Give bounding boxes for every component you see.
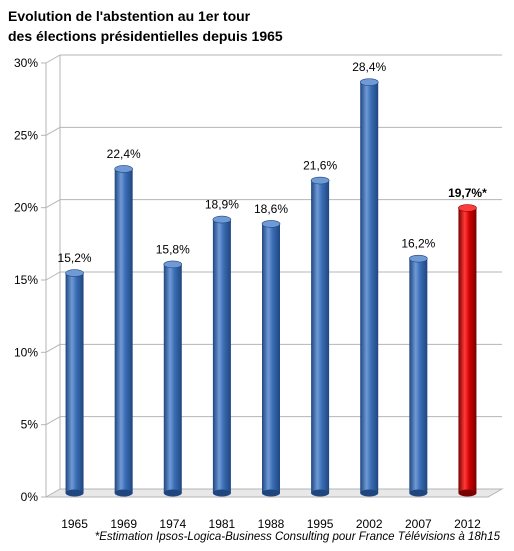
- bar-1974: [163, 260, 183, 497]
- bar-body: [163, 264, 182, 493]
- bar-base: [311, 489, 330, 497]
- bar-body: [458, 208, 477, 494]
- x-tick-label: 1981: [209, 517, 236, 531]
- y-tick-label: 10%: [14, 345, 38, 359]
- bar-cap: [65, 269, 84, 277]
- gridline-side: [45, 271, 61, 281]
- data-label: 22,4%: [107, 147, 141, 161]
- bar-cap: [261, 220, 281, 228]
- data-label: 15,8%: [156, 242, 190, 256]
- bar-1965: [65, 269, 84, 497]
- data-label: 19,7%*: [448, 186, 487, 200]
- gridline-side: [45, 54, 61, 64]
- bar-1981: [212, 215, 232, 497]
- bar-body: [65, 273, 84, 493]
- data-label: 16,2%: [401, 237, 435, 251]
- y-tick-label: 15%: [14, 273, 38, 287]
- x-tick-label: 1995: [307, 517, 334, 531]
- bar-cap: [310, 176, 330, 185]
- bar-body: [360, 82, 379, 493]
- bar-cap: [458, 204, 477, 212]
- bar-cap: [359, 78, 379, 86]
- x-tick-label: 2007: [405, 517, 432, 531]
- x-tick-label: 1988: [258, 517, 285, 531]
- bar-body: [114, 168, 133, 494]
- data-label: 18,9%: [205, 198, 239, 212]
- bar-body: [262, 223, 280, 494]
- y-tick-label: 25%: [14, 128, 38, 142]
- y-tick-label: 20%: [14, 201, 38, 215]
- gridline-side: [45, 199, 61, 209]
- x-tick-label: 1969: [110, 517, 137, 531]
- gridline-side: [45, 343, 61, 353]
- bar-base: [114, 489, 133, 497]
- bar-base: [163, 489, 182, 497]
- bar-body: [311, 180, 330, 493]
- bar-base: [458, 489, 477, 497]
- data-label: 15,2%: [58, 251, 92, 265]
- gridline-side: [45, 416, 61, 426]
- bar-body: [409, 258, 428, 493]
- bar-base: [212, 489, 231, 497]
- bar-2002: [359, 78, 379, 497]
- x-tick-label: 1965: [61, 517, 88, 531]
- data-label: 21,6%: [303, 159, 337, 173]
- bar-1988: [261, 220, 281, 497]
- bar-cap: [163, 260, 183, 269]
- bar-cap: [409, 254, 428, 263]
- bar-base: [65, 489, 84, 497]
- bar-base: [409, 489, 428, 497]
- bar-base: [360, 489, 379, 497]
- bar-base: [262, 489, 280, 497]
- bar-1969: [114, 165, 133, 497]
- x-tick-label: 1974: [159, 517, 186, 531]
- x-tick-label: 2012: [454, 517, 481, 531]
- bar-body: [212, 219, 231, 493]
- y-tick-label: 30%: [14, 56, 38, 70]
- bar-2007: [409, 254, 428, 497]
- y-tick-label: 0%: [21, 490, 39, 504]
- chart-title: Evolution de l'abstention au 1er tour de…: [8, 6, 488, 46]
- chart-title-line-1: Evolution de l'abstention au 1er tour: [8, 8, 251, 24]
- data-label: 18,6%: [254, 202, 288, 216]
- gridline-side: [45, 126, 61, 136]
- data-label: 28,4%: [352, 60, 386, 74]
- bar-2012: [458, 204, 477, 497]
- bar-1995: [310, 176, 330, 497]
- footnote: *Estimation Ipsos-Logica-Business Consul…: [94, 531, 500, 543]
- bar-cap: [212, 215, 232, 224]
- chart-title-line-2: des élections présidentielles depuis 196…: [8, 28, 283, 44]
- bar-cap: [114, 165, 133, 173]
- y-tick-label: 5%: [21, 418, 39, 432]
- x-tick-label: 2002: [356, 517, 383, 531]
